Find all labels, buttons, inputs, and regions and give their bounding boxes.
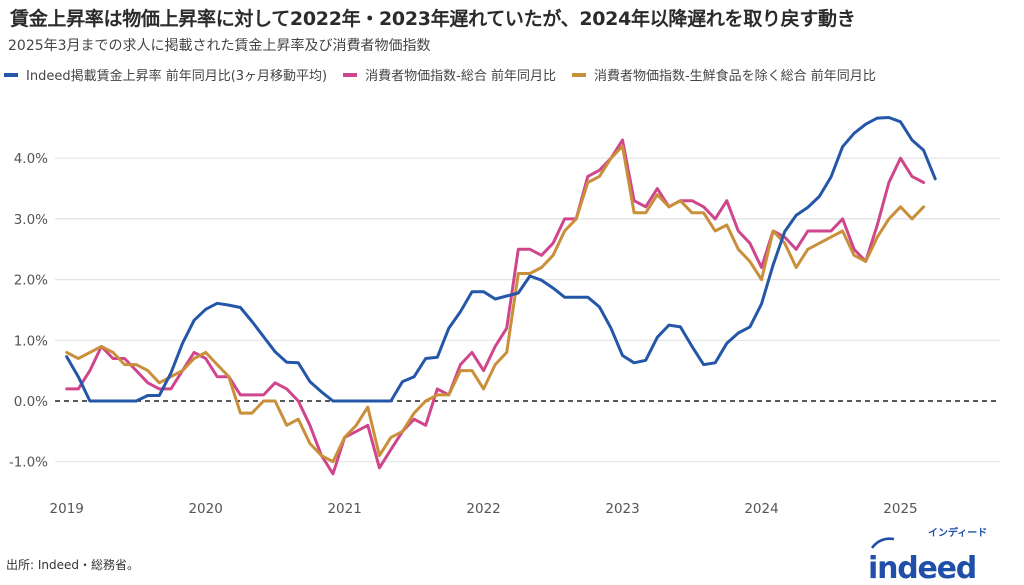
legend-item-indeed: Indeed掲載賃金上昇率 前年同月比(3ヶ月移動平均) — [4, 65, 327, 84]
x-tick-label: 2022 — [466, 501, 500, 517]
y-tick-label: 0.0% — [14, 394, 48, 410]
series-line-0 — [65, 116, 937, 403]
y-tick-label: 4.0% — [14, 151, 48, 167]
y-tick-label: 2.0% — [14, 273, 48, 289]
legend-swatch — [571, 72, 586, 77]
source-note: 出所: Indeed・総務省。 — [6, 558, 140, 572]
x-tick-label: 2021 — [327, 501, 361, 517]
legend-item-core-cpi: 消費者物価指数-生鮮食品を除く総合 前年同月比 — [571, 65, 876, 84]
legend: Indeed掲載賃金上昇率 前年同月比(3ヶ月移動平均) 消費者物価指数-総合 … — [4, 65, 876, 84]
x-tick-label: 2024 — [744, 501, 778, 517]
svg-text:インディード: インディード — [928, 526, 987, 539]
y-tick-label: 3.0% — [14, 212, 48, 228]
x-tick-label: 2020 — [188, 501, 222, 517]
legend-item-cpi: 消費者物価指数-総合 前年同月比 — [343, 65, 556, 84]
series-line-2 — [65, 144, 926, 464]
chart-subtitle: 2025年3月までの求人に掲載された賃金上昇率及び消費者物価指数 — [8, 38, 431, 54]
chart-title: 賃金上昇率は物価上昇率に対して2022年・2023年遅れていたが、2024年以降… — [10, 8, 856, 30]
x-tick-label: 2023 — [605, 501, 639, 517]
indeed-logo: インディード indeed — [868, 526, 987, 582]
y-tick-label: 1.0% — [14, 333, 48, 349]
legend-label: 消費者物価指数-生鮮食品を除く総合 前年同月比 — [593, 69, 876, 84]
legend-swatch — [4, 72, 18, 77]
x-tick-label: 2019 — [50, 501, 84, 517]
svg-text:indeed: indeed — [868, 551, 976, 582]
legend-label: Indeed掲載賃金上昇率 前年同月比(3ヶ月移動平均) — [26, 69, 328, 84]
legend-swatch — [343, 72, 358, 77]
legend-label: 消費者物価指数-総合 前年同月比 — [365, 69, 556, 84]
y-tick-label: -1.0% — [9, 455, 48, 471]
series-line-1 — [65, 138, 926, 476]
x-tick-label: 2025 — [883, 501, 917, 517]
